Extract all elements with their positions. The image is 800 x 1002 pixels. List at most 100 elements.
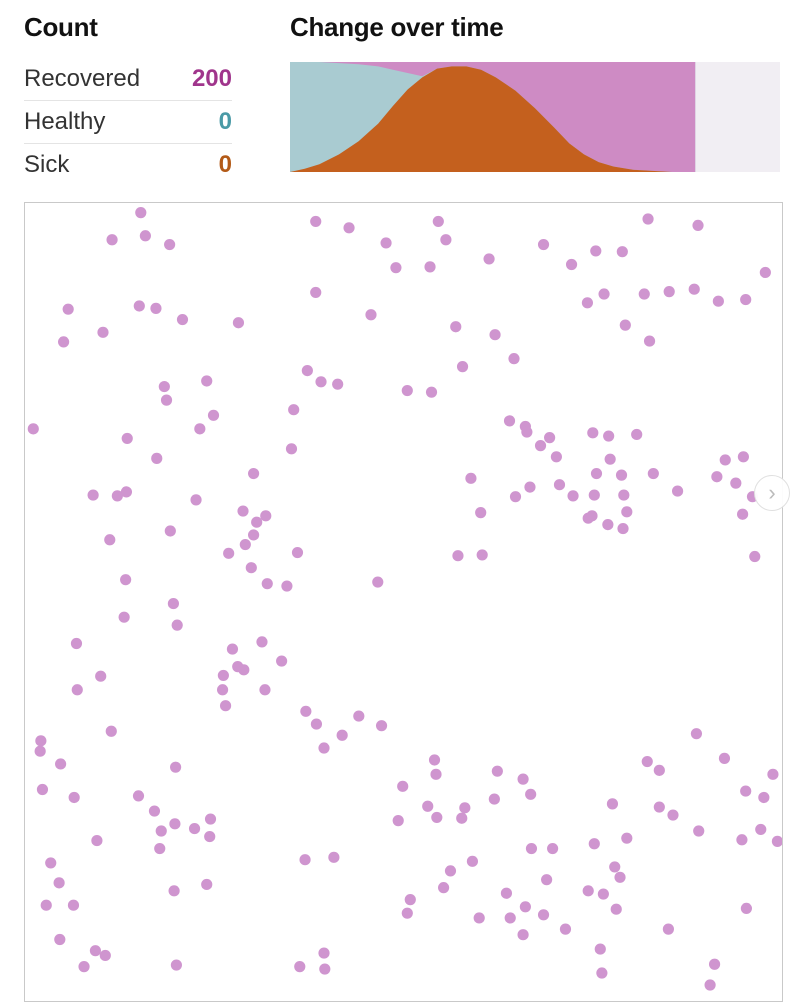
person-dot: [40, 899, 52, 911]
person-dot: [223, 547, 235, 559]
person-dot: [353, 710, 365, 722]
person-dot: [328, 851, 340, 863]
person-dot: [704, 979, 716, 991]
person-dot: [401, 384, 413, 397]
person-dot: [216, 684, 229, 696]
person-dot: [491, 765, 503, 777]
person-dot: [188, 823, 201, 835]
person-dot: [155, 825, 167, 837]
person-dot: [603, 430, 615, 442]
person-dot: [300, 705, 312, 717]
person-dot: [201, 878, 213, 891]
person-dot: [771, 835, 782, 847]
person-dot: [248, 467, 260, 480]
healthy-count: 0: [218, 108, 232, 135]
person-dot: [621, 832, 633, 844]
healthy-label: Healthy: [24, 108, 106, 135]
person-dot: [139, 230, 151, 242]
person-dot: [604, 453, 616, 465]
person-dot: [251, 516, 263, 528]
person-dot: [68, 791, 80, 804]
person-dot: [70, 637, 83, 650]
person-dot: [318, 947, 330, 959]
person-dot: [281, 580, 293, 592]
person-dot: [541, 874, 553, 886]
person-dot: [150, 302, 162, 314]
person-dot: [432, 215, 444, 227]
count-row-sick: Sick 0: [24, 144, 232, 186]
person-dot: [207, 409, 220, 421]
person-dot: [553, 479, 566, 491]
person-dot: [121, 432, 133, 445]
person-dot: [217, 669, 229, 681]
person-dot: [105, 725, 117, 737]
sick-label: Sick: [24, 151, 70, 178]
person-dot: [534, 440, 547, 452]
person-dot: [544, 432, 556, 444]
person-dot: [430, 768, 442, 780]
person-dot: [301, 365, 313, 377]
person-dot: [169, 818, 181, 830]
person-dot: [424, 261, 436, 273]
person-dot: [653, 764, 665, 776]
person-dot: [285, 443, 298, 455]
person-dot: [503, 415, 516, 427]
person-dot: [690, 728, 703, 740]
person-dot: [537, 238, 550, 251]
person-dot: [91, 834, 103, 847]
person-dot: [509, 491, 522, 503]
person-dot: [521, 426, 533, 438]
person-dot: [500, 887, 513, 899]
person-dot: [190, 494, 202, 506]
person-dot: [525, 842, 538, 855]
person-dot: [160, 394, 173, 406]
person-dot: [53, 877, 65, 889]
person-dot: [587, 427, 599, 439]
person-dot: [372, 576, 384, 588]
person-dot: [120, 574, 132, 586]
person-dot: [440, 234, 452, 246]
person-dot: [422, 800, 434, 812]
person-dot: [619, 319, 631, 331]
person-dot: [34, 745, 46, 757]
person-dot: [219, 700, 232, 712]
change-over-time-chart: [290, 62, 780, 172]
person-dot: [164, 525, 176, 537]
person-dot: [158, 380, 170, 393]
person-dot: [638, 288, 650, 300]
person-dot: [524, 481, 536, 493]
person-dot: [483, 253, 495, 265]
person-dot: [299, 854, 311, 866]
person-dot: [318, 742, 330, 754]
person-dot: [489, 329, 501, 341]
person-dot: [582, 512, 594, 524]
person-dot: [475, 507, 487, 519]
person-dot: [758, 791, 770, 804]
person-dot: [133, 300, 145, 312]
person-dot: [663, 286, 675, 298]
person-dot: [239, 538, 251, 551]
person-dot: [170, 761, 182, 773]
person-dot: [615, 469, 628, 481]
person-dot: [194, 423, 206, 435]
person-dot: [708, 958, 721, 970]
person-dot: [171, 619, 183, 631]
person-dot: [517, 929, 529, 941]
person-dot: [610, 903, 622, 915]
person-dot: [380, 237, 392, 249]
person-dot: [27, 423, 39, 435]
person-dot: [276, 655, 288, 667]
person-dot: [519, 901, 531, 913]
person-dot: [737, 451, 749, 463]
person-dot: [135, 207, 147, 219]
person-dot: [488, 793, 500, 805]
person-dot: [537, 909, 550, 921]
person-dot: [662, 923, 674, 935]
person-dot: [151, 452, 163, 464]
person-dot: [465, 472, 477, 484]
next-arrow-button[interactable]: ›: [754, 475, 790, 511]
person-dot: [596, 967, 608, 979]
person-dot: [256, 636, 268, 648]
person-dot: [204, 830, 216, 843]
person-dot: [643, 335, 656, 347]
